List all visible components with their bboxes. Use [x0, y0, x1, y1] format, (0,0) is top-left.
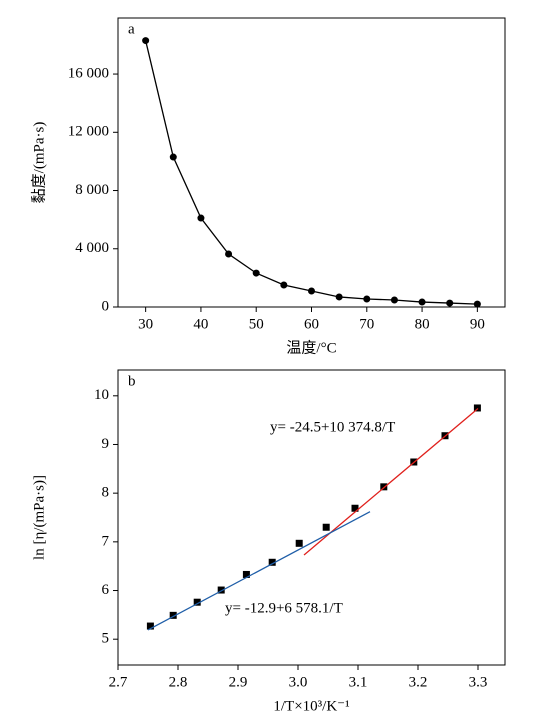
data-point	[473, 404, 481, 412]
data-point	[280, 281, 288, 289]
x-tick-label: 3.3	[469, 674, 488, 690]
series-line	[303, 407, 479, 556]
data-point	[217, 586, 225, 594]
x-tick-label: 3.1	[349, 674, 368, 690]
data-point	[473, 300, 481, 308]
data-point	[363, 295, 371, 303]
y-tick-label: 6	[102, 582, 110, 598]
x-tick-label: 40	[193, 316, 208, 332]
data-point	[169, 153, 177, 161]
x-tick-label: 2.9	[229, 674, 248, 690]
x-tick-label: 3.0	[289, 674, 308, 690]
panel-label: b	[128, 373, 136, 389]
data-point	[308, 287, 315, 295]
data-point	[197, 214, 205, 222]
data-point	[446, 299, 454, 307]
y-tick-label: 8 000	[75, 182, 109, 198]
panel-label: a	[128, 21, 135, 37]
x-tick-label: 3.2	[409, 674, 428, 690]
data-point	[252, 269, 260, 277]
series-line	[145, 40, 478, 305]
data-point	[351, 504, 359, 512]
data-point	[242, 570, 250, 578]
data-point	[169, 611, 177, 619]
x-tick-label: 2.7	[109, 674, 128, 690]
series-line	[147, 511, 371, 631]
y-tick-label: 5	[102, 631, 110, 647]
y-tick-label: 12 000	[68, 124, 109, 140]
y-tick-label: 16 000	[68, 65, 109, 81]
y-tick-label: 4 000	[75, 240, 109, 256]
data-point	[322, 523, 330, 531]
data-point	[418, 298, 426, 306]
data-point	[268, 558, 276, 566]
x-tick-label: 60	[304, 316, 319, 332]
x-tick-label: 70	[359, 316, 374, 332]
data-point	[193, 598, 201, 606]
data-point	[335, 293, 343, 301]
data-point	[142, 37, 150, 45]
x-tick-label: 90	[470, 316, 485, 332]
data-point	[380, 483, 388, 491]
y-axis-label: ln [η/(mPa·s)]	[31, 475, 47, 560]
data-point	[225, 250, 233, 258]
data-point	[295, 539, 303, 547]
x-tick-label: 30	[138, 316, 153, 332]
x-axis-label: 温度/°C	[286, 339, 336, 356]
x-tick-label: 50	[249, 316, 264, 332]
y-tick-label: 8	[102, 485, 110, 501]
x-axis-label: 1/T×10³/K⁻¹	[273, 698, 349, 714]
y-tick-label: 9	[102, 436, 110, 452]
fit-equation: y= -24.5+10 374.8/T	[270, 419, 395, 435]
fit-equation: y= -12.9+6 578.1/T	[225, 600, 343, 616]
y-tick-label: 10	[94, 387, 109, 403]
data-point	[390, 296, 398, 304]
plot-frame	[117, 369, 506, 666]
data-point	[146, 622, 154, 630]
x-tick-label: 80	[415, 316, 430, 332]
x-tick-label: 2.8	[169, 674, 188, 690]
y-tick-label: 0	[102, 298, 110, 314]
y-axis-label: 黏度/(mPa·s)	[30, 122, 47, 204]
y-tick-label: 7	[102, 533, 110, 549]
